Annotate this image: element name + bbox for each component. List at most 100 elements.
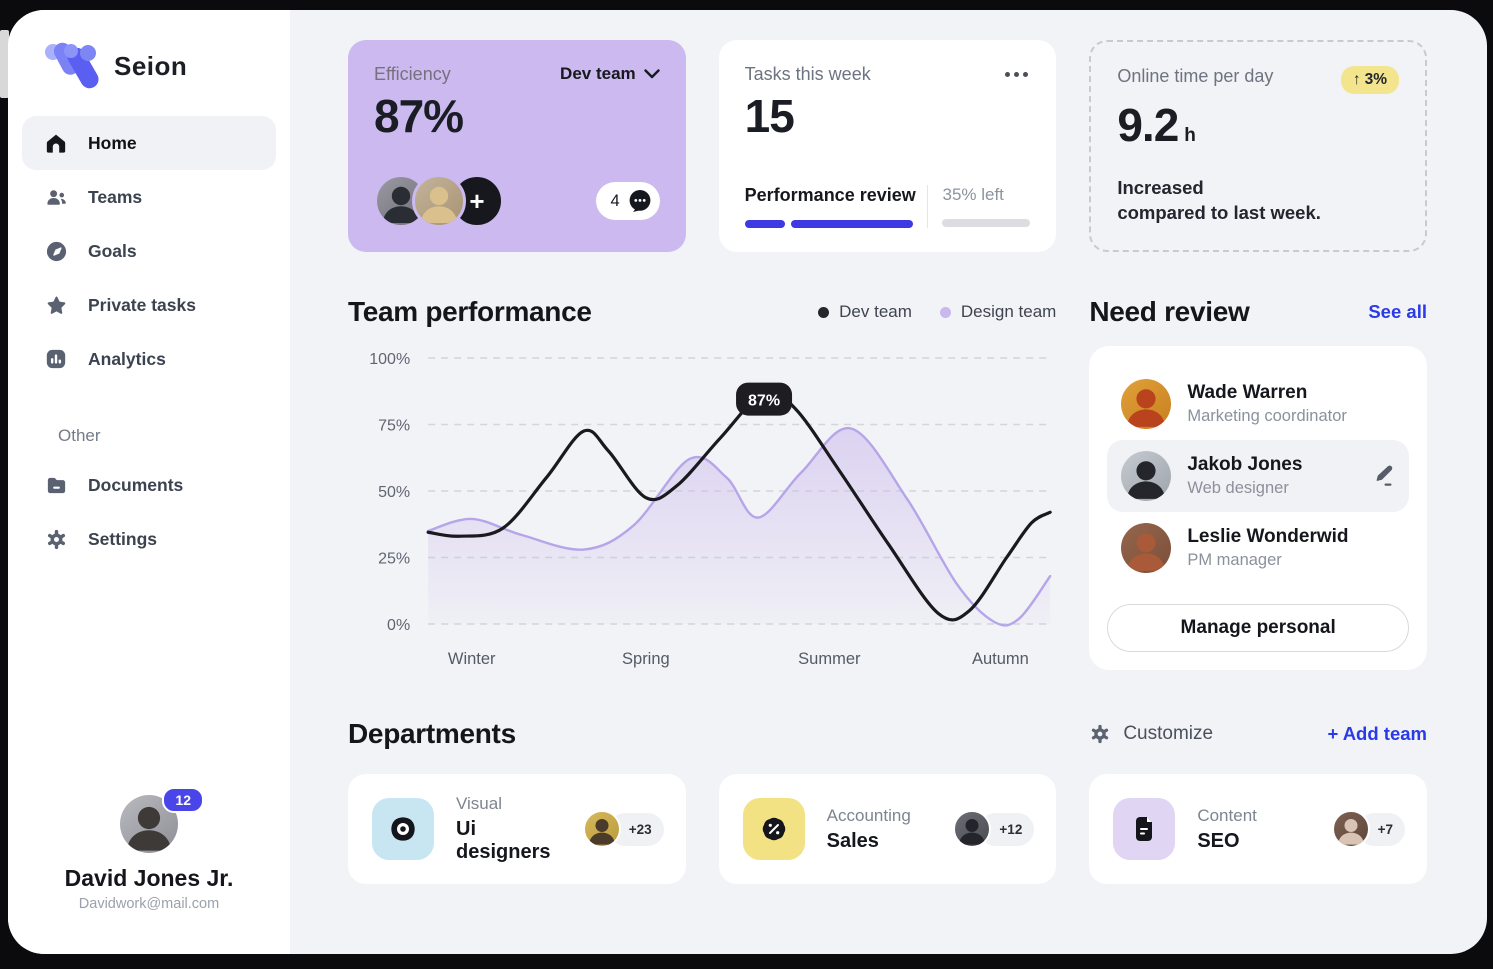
avatar — [582, 810, 621, 848]
department-category: Accounting — [826, 805, 911, 825]
person-name: Jakob Jones — [1187, 454, 1303, 475]
app-window: Seion Home Teams Goals — [8, 10, 1487, 954]
sidebar-item-settings[interactable]: Settings — [22, 512, 276, 566]
legend-dot — [939, 306, 951, 318]
need-review-title: Need review — [1089, 296, 1250, 327]
eye-icon — [391, 817, 415, 841]
content-tile — [1113, 798, 1176, 860]
legend-dev-team[interactable]: Dev team — [818, 302, 912, 322]
profile-section: 12 David Jones Jr. Davidwork@mail.com — [8, 787, 290, 954]
online-value: 9.2 — [1117, 99, 1179, 151]
tasks-card: Tasks this week 15 Performance review 35… — [718, 40, 1057, 252]
online-time-card: Online time per day ↑ 3% 9.2 h Increased… — [1089, 40, 1427, 252]
comments-pill[interactable]: 4 — [596, 182, 660, 220]
department-category: Content — [1197, 805, 1257, 825]
team-selector-value: Dev team — [560, 64, 636, 83]
svg-text:Autumn: Autumn — [972, 650, 1029, 668]
profile-email: Davidwork@mail.com — [78, 896, 220, 912]
avatar — [1121, 523, 1172, 573]
svg-text:50%: 50% — [378, 484, 410, 501]
sidebar-item-analytics[interactable]: Analytics — [22, 332, 276, 386]
person-name: Leslie Wonderwid — [1187, 526, 1349, 547]
departments-title: Departments — [348, 718, 516, 749]
sidebar-item-private-tasks[interactable]: Private tasks — [22, 278, 276, 332]
svg-text:100%: 100% — [369, 351, 410, 368]
efficiency-label: Efficiency — [374, 64, 451, 84]
sidebar-section-other: Other — [58, 426, 101, 445]
chart-legend: Dev team Design team — [818, 302, 1056, 322]
avatar — [1331, 810, 1370, 848]
accounting-tile — [742, 798, 805, 860]
add-team-link[interactable]: + Add team — [1327, 723, 1427, 744]
sidebar-nav: Home Teams Goals Private tasks — [8, 116, 290, 566]
main-content: Efficiency Dev team 87% — [290, 10, 1487, 954]
avatar — [1121, 451, 1172, 501]
visual-tile — [372, 798, 434, 860]
background-window-fragment — [0, 30, 9, 98]
sidebar-item-label: Analytics — [88, 348, 166, 369]
profile-name: David Jones Jr. — [64, 865, 234, 891]
sidebar-item-label: Documents — [88, 474, 184, 495]
sidebar-item-label: Private tasks — [88, 294, 196, 315]
task-name: Performance review — [744, 185, 916, 205]
sidebar-item-goals[interactable]: Goals — [22, 224, 276, 278]
manage-personal-button[interactable]: Manage personal — [1107, 604, 1409, 652]
person-name: Wade Warren — [1187, 382, 1308, 403]
sidebar-item-label: Home — [88, 132, 137, 153]
gear-icon — [1092, 724, 1109, 744]
person-role: Web designer — [1187, 479, 1289, 497]
svg-text:25%: 25% — [378, 551, 410, 568]
delta-badge: ↑ 3% — [1340, 66, 1399, 94]
badge-percent-icon — [762, 817, 785, 841]
svg-text:0%: 0% — [387, 617, 410, 634]
sidebar-item-teams[interactable]: Teams — [22, 170, 276, 224]
tasks-label: Tasks this week — [744, 64, 871, 84]
notifications-badge[interactable]: 12 — [162, 787, 204, 813]
teams-icon — [44, 185, 68, 209]
department-name: Sales — [826, 829, 879, 852]
efficiency-value: 87% — [374, 90, 464, 142]
edit-icon[interactable] — [1369, 463, 1395, 489]
sidebar-item-documents[interactable]: Documents — [22, 458, 276, 512]
analytics-icon — [44, 347, 68, 371]
department-name: Ui designers — [456, 818, 551, 863]
see-all-link[interactable]: See all — [1368, 301, 1427, 322]
gear-icon — [44, 527, 68, 551]
team-selector-dropdown[interactable]: Dev team — [560, 64, 660, 84]
department-card-seo[interactable]: Content SEO +7 — [1089, 774, 1427, 884]
document-icon — [1136, 817, 1153, 841]
department-card-sales[interactable]: Accounting Sales +12 — [718, 774, 1057, 884]
sidebar-item-label: Goals — [88, 240, 137, 261]
department-name: SEO — [1197, 829, 1240, 852]
review-person-row[interactable]: Wade Warren Marketing coordinator — [1107, 368, 1409, 440]
review-person-row[interactable]: Leslie Wonderwid PM manager — [1107, 512, 1409, 584]
goals-icon — [44, 239, 68, 263]
legend-design-team[interactable]: Design team — [939, 302, 1056, 322]
more-options-button[interactable] — [1003, 64, 1030, 85]
task-progress-remaining — [942, 219, 1031, 227]
sidebar-item-home[interactable]: Home — [22, 116, 276, 170]
section-headers: Team performance Dev team Design team Ne… — [348, 296, 1427, 328]
team-performance-chart: 0% 25% 50% 75% 100% Winter Spring Summer Autumn 8… — [369, 351, 1052, 668]
chart-review-row: 0% 25% 50% 75% 100% Winter Spring Summer Autumn 8… — [348, 338, 1427, 676]
chat-icon — [629, 190, 651, 212]
departments-header: Departments Customize + Add team — [348, 718, 1427, 750]
plus-icon: + — [469, 185, 485, 216]
customize-button[interactable]: Customize — [1089, 723, 1213, 745]
department-card-ui-designers[interactable]: Visual Ui designers +23 — [348, 774, 686, 884]
department-category: Visual — [456, 794, 502, 813]
app-name: Seion — [114, 50, 188, 81]
sidebar-item-label: Teams — [88, 186, 143, 207]
avatar — [412, 174, 466, 228]
online-label: Online time per day — [1117, 66, 1274, 86]
logo: Seion — [8, 10, 290, 116]
home-icon — [44, 131, 68, 155]
person-role: Marketing coordinator — [1187, 407, 1347, 425]
team-avatars: + — [374, 174, 504, 228]
svg-text:87%: 87% — [748, 393, 780, 410]
svg-text:75%: 75% — [378, 418, 410, 435]
tasks-value: 15 — [744, 90, 795, 142]
chevron-down-icon — [643, 69, 660, 79]
comments-count: 4 — [610, 191, 620, 210]
review-person-row[interactable]: Jakob Jones Web designer — [1107, 440, 1409, 512]
